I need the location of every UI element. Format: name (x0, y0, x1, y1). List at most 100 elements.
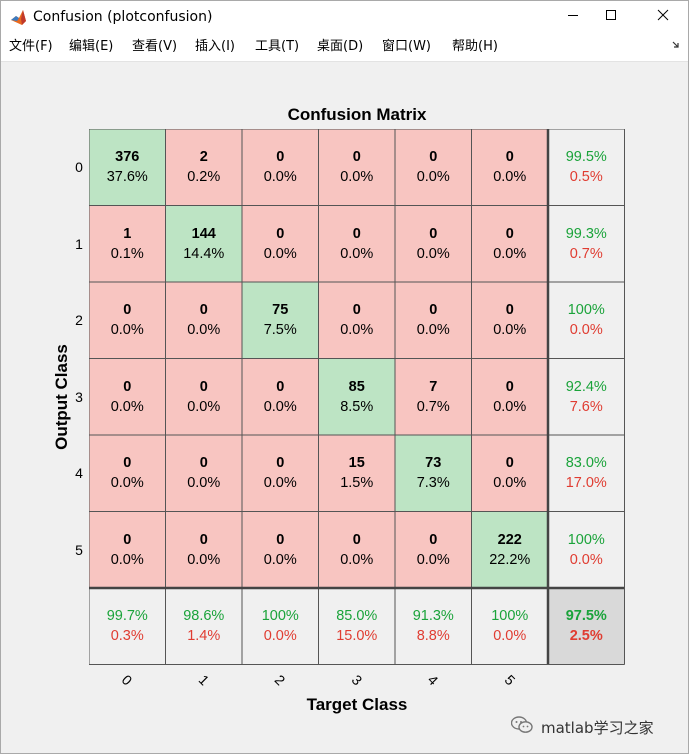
matrix-cell-5-2-value: 0 (276, 531, 285, 548)
matrix-cell-1-0-percent: 0.1% (110, 245, 144, 262)
matrix-cell-5-3: 0 0.0% (318, 511, 395, 588)
matrix-cell-0-3: 0 0.0% (318, 129, 395, 206)
watermark-text: matlab学习之家 (541, 718, 654, 737)
matrix-cell-2-5-percent: 0.0% (493, 322, 527, 339)
matrix-cell-0-5: 0 0.0% (471, 129, 548, 206)
row-summary-5-value: 100% (567, 531, 605, 548)
column-summary-4-percent: 8.8% (416, 628, 450, 645)
matrix-cell-2-1: 0 0.0% (165, 282, 242, 359)
matrix-cell-2-3-value: 0 (352, 302, 361, 319)
column-summary-4: 91.3% 8.8% (395, 588, 472, 665)
matrix-cell-3-2-percent: 0.0% (263, 398, 297, 415)
y-axis-label: Output Class (52, 344, 71, 450)
matrix-cell-4-0-value: 0 (123, 455, 132, 472)
matrix-cell-1-0: 1 0.1% (89, 205, 166, 282)
matrix-cell-5-4: 0 0.0% (395, 511, 472, 588)
row-summary-3: 92.4% 7.6% (548, 358, 625, 435)
overall-accuracy: 97.5% 2.5% (548, 588, 625, 665)
matrix-cell-2-2-percent: 7.5% (263, 322, 297, 339)
matrix-cell-0-0-value: 376 (115, 149, 140, 166)
matrix-cell-2-5: 0 0.0% (471, 282, 548, 359)
matrix-cell-4-3-percent: 1.5% (340, 475, 374, 492)
column-summary-2-percent: 0.0% (263, 628, 297, 645)
row-summary-1: 99.3% 0.7% (548, 205, 625, 282)
column-summary-0-value: 99.7% (106, 608, 148, 625)
minimize-button[interactable] (550, 1, 596, 33)
matrix-cell-2-4: 0 0.0% (395, 282, 472, 359)
matrix-cell-1-3-value: 0 (352, 225, 361, 242)
y-tick-1: 1 (75, 235, 83, 252)
menu-desktop[interactable]: 桌面(D) (317, 39, 364, 54)
column-summary-4-value: 91.3% (412, 608, 454, 625)
matrix-cell-1-3-percent: 0.0% (340, 245, 374, 262)
matrix-cell-5-0: 0 0.0% (89, 511, 166, 588)
matrix-cell-5-0-percent: 0.0% (110, 551, 144, 568)
column-summary-1-value: 98.6% (183, 608, 225, 625)
matrix-cell-4-3: 15 1.5% (318, 435, 395, 512)
column-summary-3-value: 85.0% (336, 608, 378, 625)
matrix-cell-4-4-percent: 7.3% (416, 475, 450, 492)
row-summary-3-value: 92.4% (565, 378, 607, 395)
column-summary-5: 100% 0.0% (471, 588, 548, 665)
matrix-cell-5-5-value: 222 (497, 531, 522, 548)
row-summary-2-value: 100% (567, 302, 605, 319)
matrix-cell-3-3: 85 8.5% (318, 358, 395, 435)
confusion-matrix: 376 37.6% 2 0.2% 0 0.0% 0 0.0% 0 0.0% 0 0.0% 99.5% 0.… (89, 129, 625, 665)
title-bar: Confusion (plotconfusion) (1, 1, 688, 33)
row-summary-5-percent: 0.0% (569, 551, 603, 568)
x-axis-label: Target Class (306, 695, 408, 714)
window-title: Confusion (plotconfusion) (33, 9, 213, 25)
matrix-cell-0-1-percent: 0.2% (187, 169, 221, 186)
column-summary-3: 85.0% 15.0% (318, 588, 395, 665)
menu-view[interactable]: 查看(V) (132, 39, 178, 54)
matrix-cell-3-0: 0 0.0% (89, 358, 166, 435)
maximize-button[interactable] (588, 1, 634, 33)
row-summary-4: 83.0% 17.0% (548, 435, 625, 512)
matrix-cell-0-4: 0 0.0% (395, 129, 472, 206)
dock-arrow-icon[interactable] (672, 41, 680, 52)
menu-help[interactable]: 帮助(H) (452, 39, 498, 54)
menu-insert[interactable]: 插入(I) (195, 39, 235, 54)
matrix-cell-4-0: 0 0.0% (89, 435, 166, 512)
matrix-cell-4-4-value: 73 (425, 455, 442, 472)
y-tick-5: 5 (75, 541, 83, 558)
matrix-cell-5-0-value: 0 (123, 531, 132, 548)
menu-tools[interactable]: 工具(T) (255, 39, 300, 54)
matrix-cell-5-3-percent: 0.0% (340, 551, 374, 568)
column-summary-2: 100% 0.0% (242, 588, 319, 665)
row-summary-2-percent: 0.0% (569, 322, 603, 339)
matrix-cell-4-0-percent: 0.0% (110, 475, 144, 492)
row-summary-3-percent: 7.6% (569, 398, 603, 415)
matrix-cell-3-1-value: 0 (199, 378, 208, 395)
menu-window[interactable]: 窗口(W) (382, 39, 431, 54)
overall-accuracy-value: 97.5% (565, 608, 607, 625)
matrix-cell-1-5-percent: 0.0% (493, 245, 527, 262)
matrix-cell-2-2-value: 75 (272, 302, 289, 319)
matrix-cell-5-1-value: 0 (199, 531, 208, 548)
menu-bar: 文件(F) 编辑(E) 查看(V) 插入(I) 工具(T) 桌面(D) 窗口(W… (1, 33, 688, 62)
matrix-cell-0-4-percent: 0.0% (416, 169, 450, 186)
matrix-cell-0-1: 2 0.2% (165, 129, 242, 206)
close-button[interactable] (640, 1, 686, 33)
matrix-cell-5-2-percent: 0.0% (263, 551, 297, 568)
matrix-cell-5-4-percent: 0.0% (416, 551, 450, 568)
matrix-cell-0-1-value: 2 (199, 149, 208, 166)
menu-edit[interactable]: 编辑(E) (69, 39, 114, 54)
row-summary-2: 100% 0.0% (548, 282, 625, 359)
matrix-cell-0-5-value: 0 (505, 149, 514, 166)
matrix-cell-0-2-percent: 0.0% (263, 169, 297, 186)
matrix-cell-5-1: 0 0.0% (165, 511, 242, 588)
matrix-cell-4-5-value: 0 (505, 455, 514, 472)
matrix-cell-1-2-percent: 0.0% (263, 245, 297, 262)
row-summary-5: 100% 0.0% (548, 511, 625, 588)
matrix-cell-3-5-value: 0 (505, 378, 514, 395)
menu-file[interactable]: 文件(F) (9, 39, 53, 54)
matrix-cell-2-0-percent: 0.0% (110, 322, 144, 339)
y-tick-0: 0 (75, 159, 83, 176)
row-summary-4-percent: 17.0% (565, 475, 607, 492)
minimize-icon (567, 8, 579, 26)
matrix-cell-3-5-percent: 0.0% (493, 398, 527, 415)
maximize-icon (605, 8, 617, 26)
matrix-cell-0-2: 0 0.0% (242, 129, 319, 206)
